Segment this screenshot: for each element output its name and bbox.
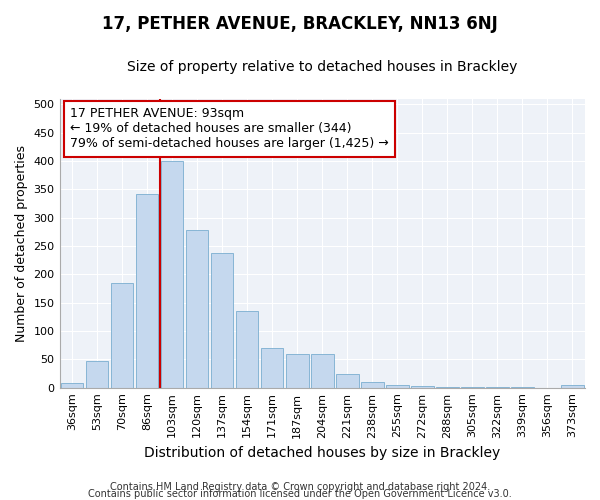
- Bar: [436, 386, 458, 388]
- Bar: [111, 284, 133, 388]
- Bar: [261, 348, 283, 388]
- Bar: [561, 385, 584, 388]
- Bar: [336, 374, 359, 388]
- Text: Contains public sector information licensed under the Open Government Licence v3: Contains public sector information licen…: [88, 489, 512, 499]
- Bar: [211, 253, 233, 388]
- Bar: [136, 194, 158, 388]
- Bar: [186, 230, 208, 388]
- Bar: [86, 361, 109, 388]
- Bar: [286, 354, 308, 388]
- Bar: [61, 383, 83, 388]
- Bar: [361, 382, 383, 388]
- Text: 17 PETHER AVENUE: 93sqm
← 19% of detached houses are smaller (344)
79% of semi-d: 17 PETHER AVENUE: 93sqm ← 19% of detache…: [70, 108, 389, 150]
- Y-axis label: Number of detached properties: Number of detached properties: [15, 144, 28, 342]
- Bar: [161, 161, 184, 388]
- Bar: [411, 386, 434, 388]
- Bar: [236, 311, 259, 388]
- Bar: [511, 386, 534, 388]
- Bar: [486, 386, 509, 388]
- Bar: [386, 385, 409, 388]
- Title: Size of property relative to detached houses in Brackley: Size of property relative to detached ho…: [127, 60, 517, 74]
- Text: 17, PETHER AVENUE, BRACKLEY, NN13 6NJ: 17, PETHER AVENUE, BRACKLEY, NN13 6NJ: [102, 15, 498, 33]
- X-axis label: Distribution of detached houses by size in Brackley: Distribution of detached houses by size …: [144, 446, 500, 460]
- Text: Contains HM Land Registry data © Crown copyright and database right 2024.: Contains HM Land Registry data © Crown c…: [110, 482, 490, 492]
- Bar: [311, 354, 334, 388]
- Bar: [461, 386, 484, 388]
